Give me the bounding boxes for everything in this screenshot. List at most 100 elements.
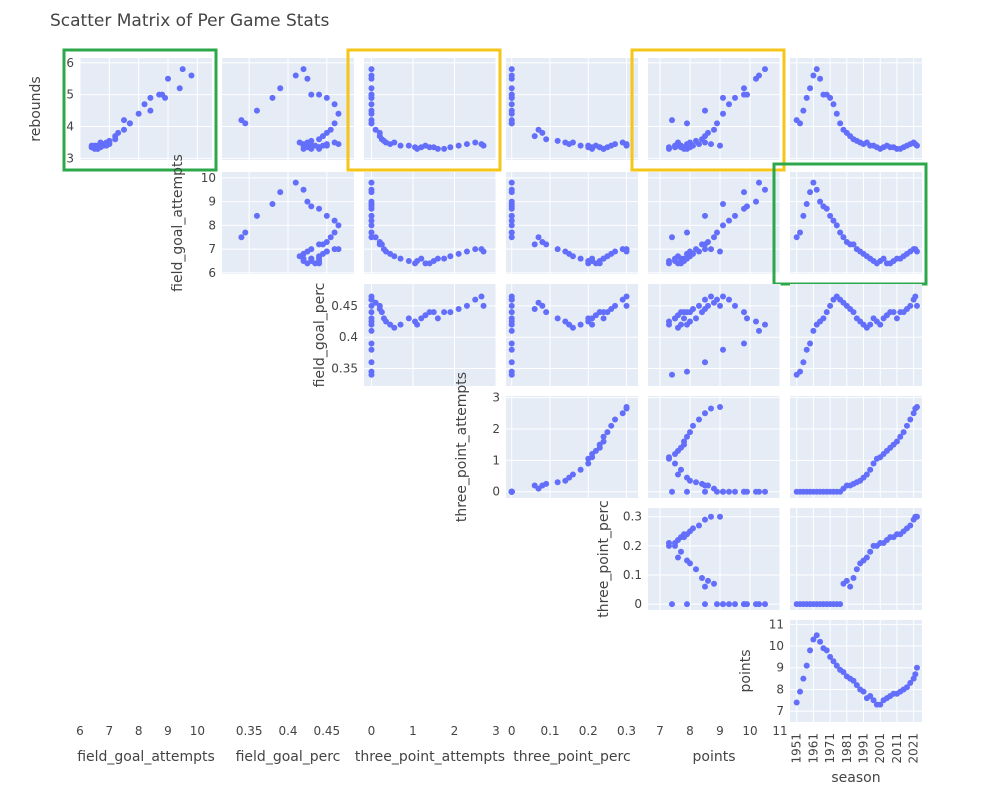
data-point bbox=[368, 94, 375, 101]
x-tick-label: 0.3 bbox=[617, 724, 636, 738]
data-point bbox=[368, 346, 375, 353]
data-point bbox=[803, 662, 810, 669]
data-point bbox=[897, 433, 904, 440]
data-point bbox=[903, 684, 910, 691]
data-point bbox=[684, 433, 690, 440]
x-tick-label: 11 bbox=[772, 724, 787, 738]
data-point bbox=[880, 255, 887, 262]
data-point bbox=[850, 677, 857, 684]
panel-background bbox=[506, 396, 638, 498]
data-point bbox=[711, 126, 717, 133]
data-point bbox=[907, 679, 914, 686]
data-point bbox=[699, 574, 705, 581]
data-point bbox=[300, 186, 307, 193]
data-point bbox=[762, 186, 768, 193]
data-point bbox=[672, 255, 678, 262]
data-point bbox=[508, 315, 515, 322]
data-point bbox=[543, 241, 550, 248]
data-point bbox=[508, 66, 515, 73]
panel-background bbox=[364, 172, 496, 274]
panel-rebounds-vs-field_goal_attempts bbox=[62, 48, 218, 172]
data-point bbox=[807, 647, 814, 654]
data-point bbox=[705, 577, 711, 584]
panel-three_point_attempts-vs-season bbox=[790, 396, 922, 498]
y-axis-title-three_point_attempts: three_point_attempts bbox=[454, 372, 470, 522]
data-point bbox=[708, 405, 714, 412]
data-point bbox=[508, 368, 515, 375]
data-point bbox=[323, 142, 330, 149]
data-point bbox=[121, 117, 127, 124]
data-point bbox=[693, 315, 699, 322]
data-point bbox=[863, 471, 870, 478]
data-point bbox=[860, 688, 867, 695]
data-point bbox=[893, 438, 900, 445]
data-point bbox=[720, 346, 726, 353]
data-point bbox=[103, 142, 110, 149]
data-point bbox=[441, 145, 448, 152]
data-point bbox=[335, 110, 342, 117]
data-point bbox=[756, 327, 762, 334]
data-point bbox=[316, 241, 323, 248]
data-point bbox=[877, 701, 884, 708]
data-point bbox=[368, 315, 375, 322]
data-point bbox=[368, 66, 375, 73]
data-point bbox=[827, 653, 834, 660]
data-point bbox=[797, 368, 804, 375]
data-point bbox=[726, 101, 732, 108]
data-point bbox=[472, 139, 479, 146]
data-point bbox=[913, 403, 920, 410]
data-point bbox=[669, 117, 675, 124]
data-point bbox=[447, 253, 454, 260]
data-point bbox=[702, 583, 708, 590]
data-point bbox=[292, 179, 299, 186]
data-point bbox=[619, 410, 626, 417]
data-point bbox=[693, 479, 699, 486]
data-point bbox=[837, 229, 844, 236]
data-point bbox=[463, 302, 470, 309]
data-point bbox=[316, 91, 323, 98]
data-point bbox=[669, 488, 675, 495]
data-point bbox=[827, 94, 834, 101]
data-point bbox=[589, 255, 596, 262]
x-tick-label: 6 bbox=[76, 724, 84, 738]
data-point bbox=[508, 205, 515, 212]
data-point bbox=[684, 474, 690, 481]
data-point bbox=[702, 410, 708, 417]
data-point bbox=[690, 306, 696, 313]
data-point bbox=[323, 212, 330, 219]
data-point bbox=[853, 682, 860, 689]
data-point bbox=[741, 91, 747, 98]
data-point bbox=[623, 293, 630, 300]
data-point bbox=[531, 241, 538, 248]
data-point bbox=[387, 321, 394, 328]
data-point bbox=[912, 671, 919, 678]
data-point bbox=[732, 302, 738, 309]
data-point bbox=[711, 299, 717, 306]
data-point bbox=[391, 253, 398, 260]
data-point bbox=[823, 309, 830, 316]
data-point bbox=[702, 246, 708, 253]
y-tick-label: 0.4 bbox=[339, 330, 358, 344]
data-point bbox=[368, 217, 375, 224]
data-point bbox=[817, 75, 824, 82]
data-point bbox=[434, 315, 441, 322]
x-axis-title-field_goal_attempts: field_goal_attempts bbox=[77, 749, 215, 765]
data-point bbox=[569, 471, 576, 478]
data-point bbox=[531, 482, 538, 489]
data-point bbox=[762, 488, 768, 495]
data-point bbox=[797, 688, 804, 695]
panel-three_point_attempts-vs-points bbox=[648, 396, 781, 498]
data-point bbox=[800, 107, 807, 114]
data-point bbox=[455, 142, 462, 149]
data-point bbox=[447, 309, 454, 316]
data-point bbox=[843, 577, 850, 584]
data-point bbox=[833, 222, 840, 229]
data-point bbox=[753, 75, 759, 82]
data-point bbox=[612, 302, 619, 309]
y-tick-label: 2 bbox=[492, 422, 500, 436]
y-axis-title-field_goal_perc: field_goal_perc bbox=[312, 283, 328, 388]
data-point bbox=[823, 647, 830, 654]
data-point bbox=[623, 302, 630, 309]
panel-field_goal_attempts-vs-points bbox=[648, 172, 781, 274]
data-point bbox=[623, 142, 630, 149]
